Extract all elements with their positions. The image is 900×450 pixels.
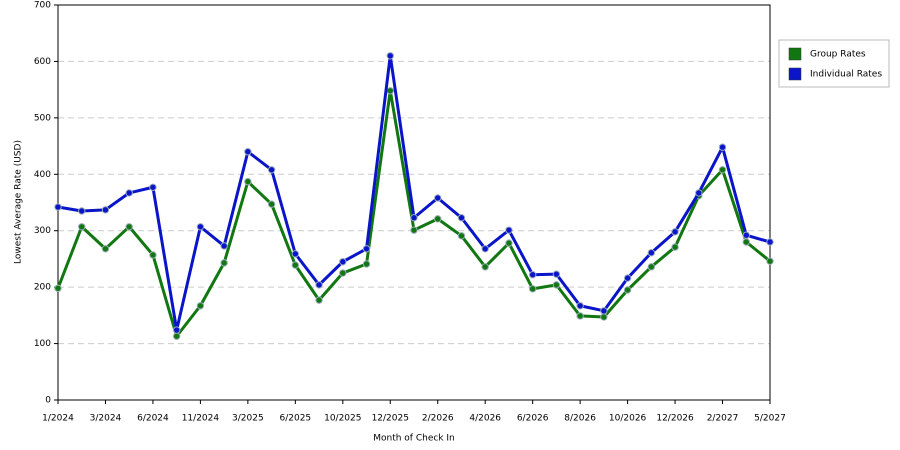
data-point [196, 223, 205, 231]
data-point [647, 263, 656, 271]
y-tick-label: 600 [34, 57, 51, 67]
data-point [766, 238, 774, 246]
data-point [457, 214, 466, 222]
data-point [149, 251, 157, 259]
data-point [600, 313, 608, 321]
x-tick-label: 3/2025 [232, 414, 264, 424]
data-point [671, 228, 679, 236]
data-point [101, 206, 110, 214]
data-point [386, 52, 394, 60]
x-tick-label: 10/2025 [324, 414, 361, 424]
data-point [267, 200, 276, 208]
x-tick-label: 6/2025 [279, 414, 311, 424]
data-point [552, 270, 561, 278]
y-axis-title: Lowest Average Rate (USD) [14, 140, 24, 264]
data-point [766, 257, 774, 265]
data-point [54, 284, 62, 292]
x-tick-label: 3/2024 [90, 414, 122, 424]
y-tick-label: 400 [34, 170, 51, 180]
data-point [362, 260, 371, 268]
data-point [78, 223, 86, 231]
data-point [552, 281, 561, 289]
legend-swatch [788, 67, 802, 81]
data-point [267, 166, 276, 174]
x-tick-label: 8/2026 [564, 414, 596, 424]
data-point [742, 231, 750, 239]
x-tick-label: 2/2026 [422, 414, 454, 424]
data-point [172, 332, 181, 340]
data-point [149, 183, 157, 191]
data-point [339, 258, 347, 266]
data-point [647, 249, 656, 257]
y-tick-label: 200 [34, 283, 51, 293]
data-point [125, 223, 133, 231]
x-tick-label: 2/2027 [707, 414, 739, 424]
data-point [505, 239, 513, 247]
data-point [434, 194, 442, 202]
data-point [315, 281, 323, 289]
x-tick-label: 1/2024 [42, 414, 74, 424]
series-line [57, 54, 771, 332]
legend-label: Individual Rates [810, 70, 882, 80]
data-point [78, 207, 86, 215]
y-tick-label: 500 [34, 113, 51, 123]
x-tick-label: 4/2026 [469, 414, 501, 424]
data-point [434, 215, 442, 223]
y-tick-label: 700 [34, 1, 51, 11]
y-tick-label: 0 [45, 396, 51, 406]
data-point [244, 177, 252, 186]
data-point [718, 143, 727, 151]
data-point [600, 307, 608, 315]
data-point [410, 226, 418, 234]
data-point [220, 259, 228, 267]
x-tick-label: 6/2024 [137, 414, 169, 424]
data-point [695, 189, 703, 197]
data-point [410, 214, 418, 222]
data-point [291, 261, 300, 269]
data-point [54, 203, 62, 211]
data-point [623, 274, 632, 282]
x-tick-label: 10/2026 [609, 414, 647, 424]
data-point [125, 189, 133, 197]
x-axis-title: Month of Check In [373, 434, 455, 444]
data-point [244, 148, 252, 156]
x-tick-label: 6/2026 [517, 414, 549, 424]
data-point [386, 87, 394, 95]
x-tick-label: 12/2025 [372, 414, 409, 424]
data-point [671, 243, 679, 251]
data-point [528, 285, 537, 293]
data-point [457, 232, 466, 240]
data-point [220, 242, 228, 250]
y-tick-label: 100 [34, 339, 51, 349]
data-point [291, 250, 300, 258]
data-point [481, 245, 489, 253]
data-point [742, 238, 750, 246]
data-point [172, 326, 181, 334]
data-point [315, 296, 323, 304]
data-point [505, 226, 513, 234]
legend-swatch [788, 47, 802, 61]
x-tick-label: 5/2027 [754, 414, 786, 424]
x-tick-label: 11/2024 [182, 414, 220, 424]
y-tick-label: 300 [34, 226, 51, 236]
data-point [576, 302, 584, 310]
data-point [623, 286, 632, 294]
legend-label: Group Rates [810, 50, 866, 60]
data-point [362, 245, 371, 253]
data-point [528, 271, 537, 279]
data-point [196, 302, 205, 310]
data-point [339, 269, 347, 277]
x-tick-label: 12/2026 [656, 414, 694, 424]
data-point [576, 312, 584, 320]
plot-frame [57, 4, 771, 401]
data-point [481, 263, 489, 271]
data-point [718, 166, 727, 174]
data-point [101, 245, 110, 253]
